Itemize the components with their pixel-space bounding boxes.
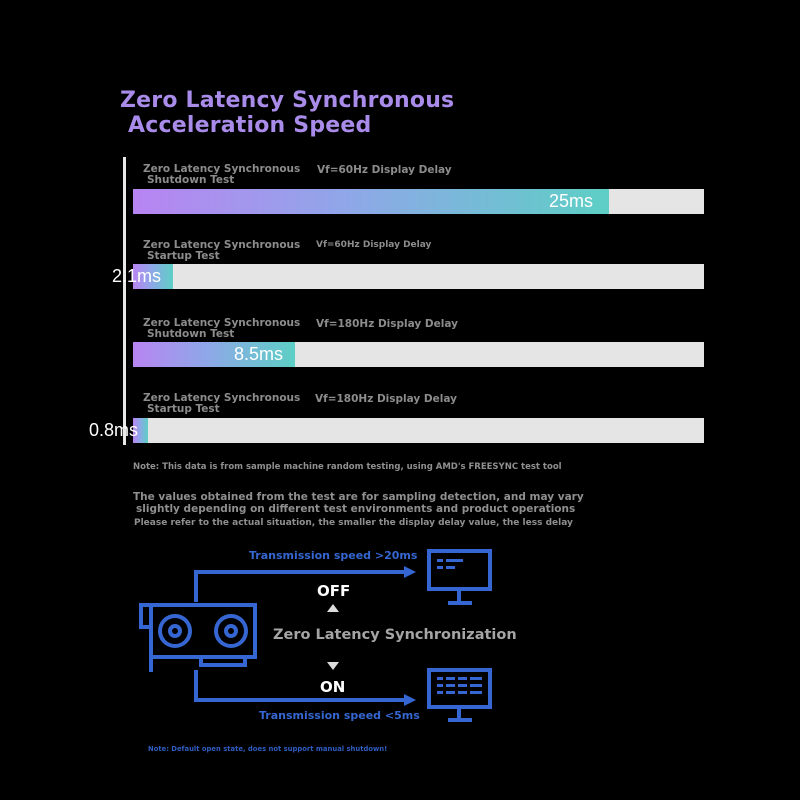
off-speed-label: Transmission speed >20ms (249, 549, 418, 562)
row-1-label: Zero Latency Synchronous Shutdown Test (143, 164, 300, 186)
row-1-bar-track: 25ms (133, 189, 704, 214)
off-arrow-icon (404, 566, 416, 578)
row-4-label: Zero Latency Synchronous Startup Test (143, 393, 300, 415)
title-line-2: Acceleration Speed (128, 113, 372, 138)
row-4-value-label: 0.8ms (88, 420, 138, 440)
note-sampling-line-1: The values obtained from the test are fo… (133, 491, 584, 503)
note-test-tool: Note: This data is from sample machine r… (133, 462, 562, 472)
row-3-bar: 8.5ms (133, 342, 295, 367)
row-1-delay-label: Vf=60Hz Display Delay (317, 164, 452, 176)
row-1-value-label: 25ms (548, 191, 593, 211)
monitor-grid-icon (427, 668, 492, 722)
up-triangle-icon (327, 604, 339, 612)
row-2-label-line-2: Startup Test (147, 250, 220, 262)
monitor-icon (427, 549, 492, 605)
row-3-value-label: 8.5ms (233, 344, 283, 364)
off-path-line (194, 570, 410, 602)
graphics-card-icon (139, 603, 257, 672)
row-4-bar: 0.8ms (89, 418, 148, 443)
row-3-delay-label: Vf=180Hz Display Delay (316, 318, 458, 330)
row-4-bar-track: 0.8ms (89, 418, 704, 443)
note-sampling-line-2: slightly depending on different test env… (136, 503, 576, 515)
title-line-1: Zero Latency Synchronous (120, 88, 455, 113)
row-3-label-line-2: Shutdown Test (147, 328, 235, 340)
row-4-label-line-2: Startup Test (147, 403, 220, 415)
latency-diagram (139, 549, 492, 722)
center-label: Zero Latency Synchronization (273, 627, 517, 643)
row-3-label-line-1: Zero Latency Synchronous (143, 317, 301, 329)
note-reference: Please refer to the actual situation, th… (134, 518, 573, 528)
note-sampling: The values obtained from the test are fo… (133, 491, 584, 515)
chart-axis-line (123, 157, 126, 445)
chart-title: Zero Latency Synchronous Acceleration Sp… (120, 88, 454, 138)
row-3-bar-track: 8.5ms (133, 342, 704, 367)
row-2-delay-label: Vf=60Hz Display Delay (316, 240, 432, 250)
on-speed-label: Transmission speed <5ms (259, 709, 420, 722)
row-3-label: Zero Latency Synchronous Shutdown Test (143, 318, 300, 340)
off-label: OFF (317, 582, 351, 600)
footnote: Note: Default open state, does not suppo… (148, 745, 388, 753)
row-4-delay-label: Vf=180Hz Display Delay (315, 393, 457, 405)
row-1-bar: 25ms (133, 189, 609, 214)
row-2-label-line-1: Zero Latency Synchronous (143, 239, 301, 251)
row-4-label-line-1: Zero Latency Synchronous (143, 392, 301, 404)
row-2-bar-track: 2.1ms (112, 264, 704, 289)
row-2-value-label: 2.1ms (111, 266, 161, 286)
row-2-label: Zero Latency Synchronous Startup Test (143, 240, 300, 262)
row-2-bar: 2.1ms (112, 264, 173, 289)
on-label: ON (320, 678, 346, 696)
row-1-label-line-1: Zero Latency Synchronous (143, 163, 301, 175)
on-arrow-icon (404, 694, 416, 706)
connector-lines (194, 570, 410, 702)
row-1-label-line-2: Shutdown Test (147, 174, 235, 186)
on-path-line (194, 670, 410, 702)
down-triangle-icon (327, 662, 339, 670)
